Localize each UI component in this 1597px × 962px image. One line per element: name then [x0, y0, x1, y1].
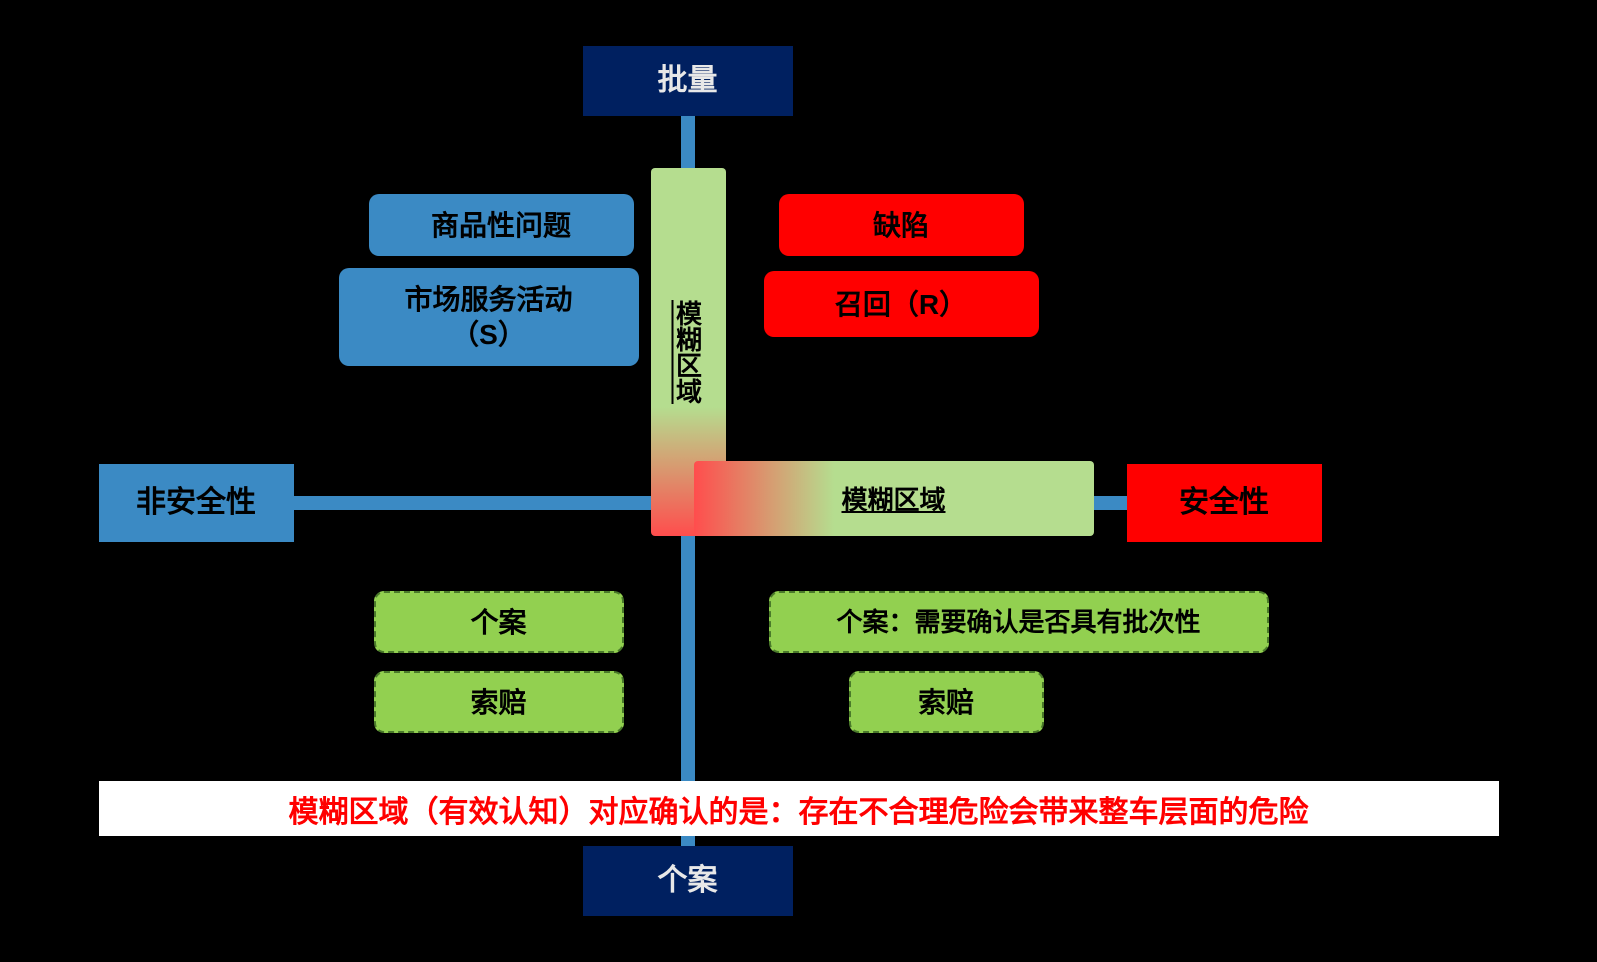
node-defect: 缺陷 — [779, 194, 1024, 256]
node-market-service: 市场服务活动 （S） — [339, 268, 639, 366]
node-claim-left: 索赔 — [374, 671, 624, 733]
axis-top-box: 批量 — [583, 46, 793, 116]
node-claim-right: 索赔 — [849, 671, 1044, 733]
quadrant-diagram: 批量 个案 非安全性 安全性 模糊区域 模糊区域 商品性问题 市场服务活动 （S… — [99, 46, 1499, 916]
node-product-issue: 商品性问题 — [369, 194, 634, 256]
axis-left-box: 非安全性 — [99, 464, 294, 542]
node-recall: 召回（R） — [764, 271, 1039, 337]
node-case-right: 个案：需要确认是否具有批次性 — [769, 591, 1269, 653]
axis-bottom-box: 个案 — [583, 846, 793, 916]
axis-right-box: 安全性 — [1127, 464, 1322, 542]
node-case-left: 个案 — [374, 591, 624, 653]
footer-note: 模糊区域（有效认知）对应确认的是：存在不合理危险会带来整车层面的危险 — [99, 781, 1499, 836]
fuzzy-zone-horizontal: 模糊区域 — [694, 461, 1094, 536]
